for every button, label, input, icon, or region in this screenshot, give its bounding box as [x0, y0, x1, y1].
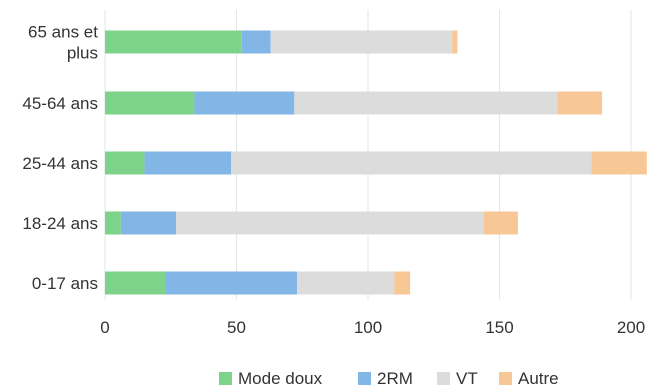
legend-label: 2RM: [377, 369, 413, 388]
bar-segment: [120, 211, 177, 235]
legend-swatch: [219, 372, 232, 385]
category-label: 0-17 ans: [32, 274, 98, 293]
bar-segment: [394, 271, 411, 295]
x-tick-label: 50: [227, 318, 246, 337]
bar-segment: [165, 271, 297, 295]
bar-segment: [105, 91, 195, 115]
bar-segment: [105, 211, 121, 235]
category-label: plus: [67, 44, 98, 63]
legend-swatch: [358, 372, 371, 385]
bar-segment: [105, 30, 242, 54]
legend-label: Autre: [518, 369, 559, 388]
x-tick-label: 150: [485, 318, 513, 337]
bar-segment: [557, 91, 603, 115]
bar-segment: [105, 151, 145, 175]
bar-segment: [231, 151, 592, 175]
bar-segment: [296, 271, 395, 295]
bar-segment: [241, 30, 271, 54]
bar-segment: [105, 271, 166, 295]
legend-swatch: [499, 372, 512, 385]
bar-segment: [270, 30, 453, 54]
category-label: 18-24 ans: [22, 214, 98, 233]
category-labels: 65 ans et plus 45-64 ans 25-44 ans 18-24 ans…: [22, 23, 98, 294]
category-label: 65 ans et: [28, 23, 98, 42]
bar-segment: [452, 30, 458, 54]
bar-segment: [483, 211, 518, 235]
legend-swatch: [437, 372, 450, 385]
bar-segment: [294, 91, 558, 115]
legend-label: Mode doux: [238, 369, 323, 388]
bars: [105, 30, 647, 295]
bar-segment: [144, 151, 232, 175]
category-label: 25-44 ans: [22, 154, 98, 173]
x-tick-label: 100: [354, 318, 382, 337]
bar-segment: [194, 91, 295, 115]
bar-segment: [591, 151, 647, 175]
x-axis-ticks: 0 50 100 150 200: [100, 318, 645, 337]
x-tick-label: 0: [100, 318, 109, 337]
x-tick-label: 200: [617, 318, 645, 337]
category-label: 45-64 ans: [22, 94, 98, 113]
legend: Mode doux 2RM VT Autre: [219, 369, 559, 388]
bar-segment: [176, 211, 484, 235]
legend-label: VT: [456, 369, 478, 388]
